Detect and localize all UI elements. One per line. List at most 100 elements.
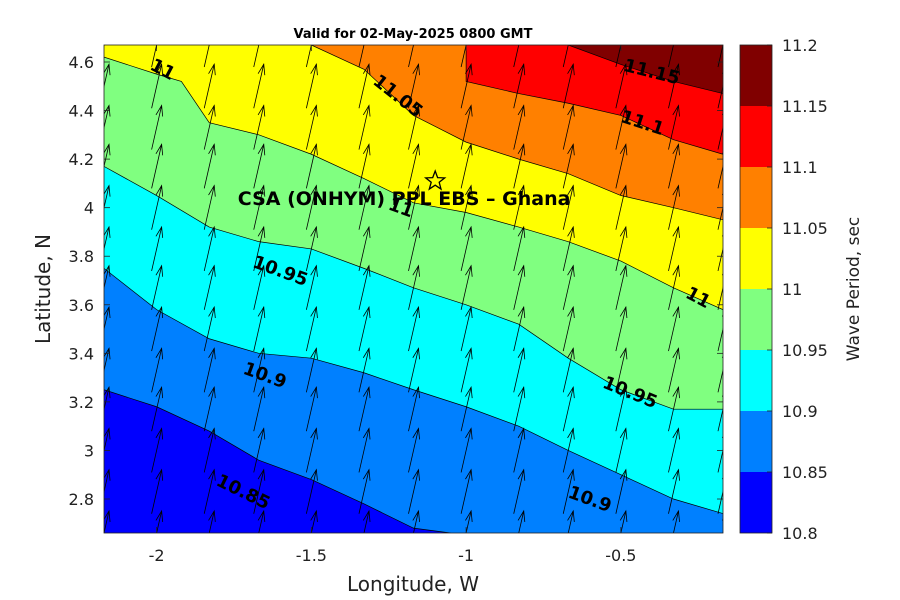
x-tick-label: -0.5 — [605, 546, 636, 565]
wind-arrow — [358, 347, 371, 393]
wind-arrow — [203, 347, 216, 393]
wind-arrow — [151, 305, 164, 352]
wind-arrow — [668, 385, 680, 432]
wind-arrow — [562, 347, 575, 393]
wind-arrow — [717, 394, 723, 432]
wind-arrow — [408, 143, 420, 189]
wind-arrow — [460, 305, 473, 352]
colorbar-swatch-10.8 — [740, 472, 772, 533]
wind-arrow — [408, 184, 420, 230]
colorbar-tick-label: 11 — [782, 280, 802, 299]
wind-arrow — [717, 45, 723, 68]
wind-arrow — [562, 468, 575, 514]
wind-arrow — [717, 477, 723, 514]
wind-arrow — [668, 264, 680, 310]
wind-arrow — [203, 45, 210, 68]
wind-arrow — [151, 347, 164, 393]
colorbar-swatch-11.15 — [740, 45, 772, 106]
wind-arrow — [253, 385, 266, 432]
wind-arrow — [155, 509, 164, 533]
y-tick-label: 3 — [84, 441, 94, 460]
wind-arrow — [203, 63, 216, 109]
wind-arrow — [151, 184, 164, 230]
wind-arrow — [717, 113, 723, 150]
wind-arrow — [358, 427, 371, 473]
wind-arrow — [513, 468, 526, 514]
wind-arrow — [203, 184, 216, 230]
wind-arrow — [460, 104, 473, 150]
wind-arrow — [513, 427, 526, 473]
wind-arrow — [513, 104, 526, 150]
wind-arrow — [358, 264, 371, 310]
wind-arrow — [517, 509, 526, 533]
wind-arrow — [253, 104, 266, 150]
wind-arrow — [408, 63, 420, 109]
wind-arrow — [151, 468, 164, 514]
chart-title: Valid for 02-May-2025 0800 GMT — [294, 27, 533, 42]
wind-arrow — [203, 143, 216, 189]
wind-arrow — [104, 305, 111, 331]
wind-arrow — [310, 509, 318, 533]
wind-arrow — [305, 45, 312, 68]
wind-arrow — [408, 225, 420, 272]
wind-arrow — [203, 225, 216, 272]
wind-arrow — [408, 305, 420, 352]
wind-arrow — [513, 385, 526, 432]
colorbar-swatch-10.95 — [740, 289, 772, 350]
wind-arrow — [668, 184, 680, 230]
wind-arrow — [253, 427, 266, 473]
colorbar-tick-label: 11.2 — [782, 36, 818, 55]
wind-arrow — [151, 427, 164, 473]
wind-arrow — [562, 184, 575, 230]
colorbar-swatch-11.05 — [740, 167, 772, 228]
wind-arrow — [717, 234, 723, 272]
wind-arrow — [465, 509, 473, 533]
wind-arrow — [104, 143, 111, 169]
y-axis-label: Latitude, N — [31, 234, 55, 344]
wind-arrow — [203, 264, 216, 310]
wind-arrow — [615, 184, 628, 230]
wind-arrow — [104, 264, 111, 290]
wind-arrow — [412, 509, 420, 533]
wind-arrow — [619, 509, 628, 533]
y-tick-label: 4.2 — [69, 150, 94, 169]
station-label: CSA (ONHYM) PPL EBS – Ghana — [238, 188, 571, 210]
wind-arrow — [358, 385, 371, 432]
colorbar-tick-label: 10.85 — [782, 463, 828, 482]
wind-arrow — [151, 63, 164, 109]
wind-arrow — [257, 509, 266, 533]
wind-arrow — [615, 264, 628, 310]
wind-arrow — [408, 347, 420, 393]
wind-arrow — [460, 45, 467, 68]
wind-arrow — [668, 427, 680, 473]
wind-arrow — [203, 468, 216, 514]
wind-arrow — [253, 264, 266, 310]
wind-arrow — [253, 63, 266, 109]
wind-arrow — [203, 427, 216, 473]
wind-arrow — [305, 264, 318, 310]
wind-arrow — [513, 184, 526, 230]
wind-arrow — [668, 104, 680, 150]
wind-arrow — [305, 184, 318, 230]
wind-arrow — [562, 45, 569, 68]
wind-arrow — [104, 104, 111, 130]
y-tick-label: 3.4 — [69, 344, 94, 363]
wind-arrow — [253, 143, 266, 189]
wind-arrow — [305, 347, 318, 393]
wind-arrow — [460, 143, 473, 189]
y-tick-label: 4.4 — [69, 102, 94, 121]
wind-arrow — [408, 45, 414, 68]
wind-arrow — [203, 305, 216, 352]
y-tick-label: 2.8 — [69, 490, 94, 509]
x-tick-label: -1 — [458, 546, 474, 565]
wind-arrow — [151, 385, 164, 432]
wind-arrow — [513, 63, 526, 109]
wind-arrow — [208, 509, 216, 533]
wind-arrow — [513, 45, 520, 68]
band-11.15 — [568, 45, 723, 94]
wind-arrow — [562, 63, 575, 109]
wind-arrow — [615, 347, 628, 393]
contour-line-10.9 — [104, 268, 723, 514]
wind-arrow — [305, 385, 318, 432]
